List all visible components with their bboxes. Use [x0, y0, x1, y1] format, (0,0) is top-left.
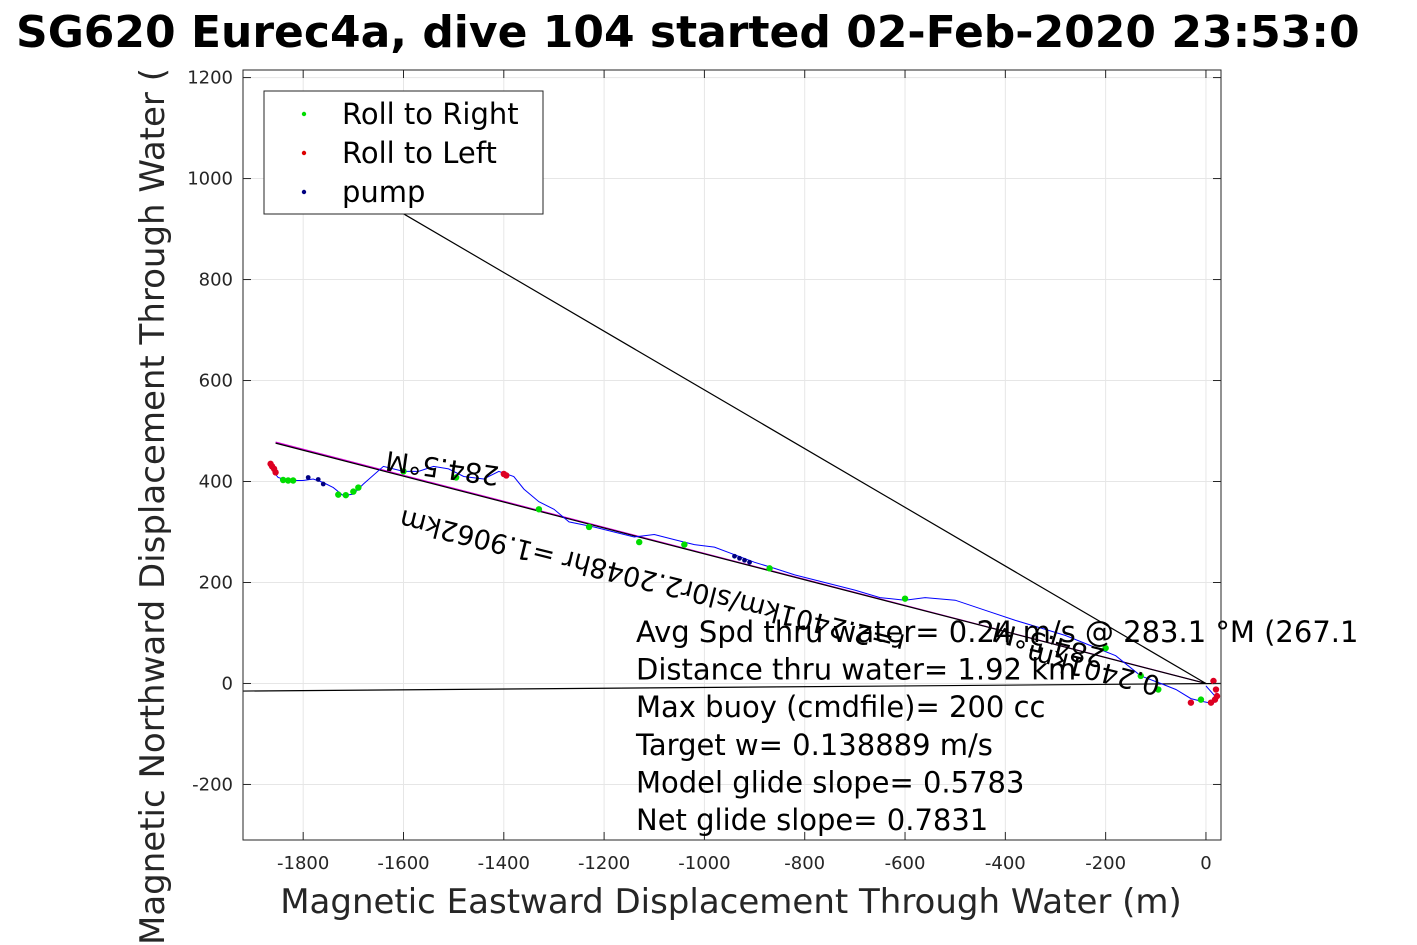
reference-lines: [243, 178, 1221, 692]
point-roll-right: [284, 477, 292, 484]
point-pump: [305, 475, 311, 480]
point-roll-right: [452, 474, 460, 481]
point-roll-right: [535, 506, 543, 513]
ticks: -1800 -1600 -1400 -1200 -1000 -800 -600 -400 -20…: [187, 68, 1221, 874]
plot-frame: [242, 69, 1222, 841]
legend-marker: [301, 150, 307, 156]
point-roll-left: [1207, 699, 1215, 706]
x-axis-label: Magnetic Eastward Displacement Through W…: [280, 882, 1182, 922]
point-pump: [747, 559, 752, 565]
point-roll-right: [279, 476, 287, 484]
y-tick-label: 1000: [187, 169, 233, 190]
point-roll-left: [503, 472, 510, 479]
chart-title: SG620 Eurec4a, dive 104 started 02-Feb-2…: [16, 7, 1360, 58]
y-axis-label: Magnetic Northward Displacement Through …: [133, 68, 173, 945]
legend-label: Roll to Right: [342, 97, 519, 131]
legend-box: [263, 90, 544, 215]
stat-line: Model glide slope= 0.5783: [636, 765, 1024, 799]
y-tick-label: 0: [222, 673, 233, 694]
point-pump: [315, 477, 321, 482]
point-roll-right: [681, 541, 688, 548]
reference-line-black-horizontal: [243, 682, 1221, 692]
legend-marker: [301, 111, 307, 117]
point-roll-right: [766, 565, 773, 572]
point-roll-left: [1210, 677, 1217, 685]
point-pump: [737, 555, 742, 561]
point-pump: [742, 557, 747, 563]
y-tick-label: 800: [199, 270, 233, 291]
point-roll-right: [355, 484, 362, 491]
x-tick-label: -600: [885, 853, 926, 874]
stat-line: Max buoy (cmdfile)= 200 cc: [636, 690, 1045, 724]
reference-line-black-parallel: [275, 442, 1207, 685]
point-roll-left: [272, 469, 279, 476]
y-tick-label: -200: [192, 774, 233, 795]
x-tick-label: 0: [1200, 853, 1211, 874]
stat-line: Distance thru water= 1.92 km: [636, 653, 1076, 687]
point-roll-right: [1197, 696, 1205, 703]
x-tick-label: -1600: [377, 853, 429, 874]
legend-marker: [301, 189, 307, 195]
markers-layer: [267, 460, 1221, 706]
stat-line: Net glide slope= 0.7831: [636, 803, 988, 837]
point-roll-right: [636, 538, 643, 546]
point-roll-right: [1102, 644, 1109, 652]
point-roll-left: [1187, 699, 1195, 706]
x-tick-label: -200: [1085, 853, 1126, 874]
point-pump: [732, 553, 737, 559]
point-roll-right: [335, 491, 342, 498]
point-roll-left: [1212, 686, 1220, 693]
point-roll-right: [1137, 672, 1144, 680]
x-tick-label: -400: [985, 853, 1026, 874]
point-roll-right: [289, 477, 297, 484]
reference-line-black-upper: [343, 178, 1207, 684]
y-tick-label: 400: [199, 472, 233, 493]
point-pump: [320, 481, 326, 487]
y-tick-label: 200: [199, 572, 233, 593]
x-tick-label: -1800: [277, 853, 329, 874]
point-roll-right: [1155, 686, 1162, 693]
point-roll-right: [585, 523, 593, 531]
x-tick-label: -1200: [578, 853, 630, 874]
legend-label: pump: [342, 175, 425, 209]
x-tick-label: -1000: [678, 853, 730, 874]
stat-line: Target w= 0.138889 m/s: [635, 728, 993, 762]
legend-label: Roll to Left: [342, 136, 497, 170]
stat-line: Avg Spd thru water= 0.24 m/s @ 283.1 °M …: [636, 615, 1358, 649]
point-roll-right: [901, 595, 909, 602]
point-roll-right: [342, 491, 350, 499]
stats-block: Avg Spd thru water= 0.24 m/s @ 283.1 °M …: [635, 615, 1358, 837]
x-tick-label: -800: [784, 853, 825, 874]
y-tick-label: 600: [199, 371, 233, 392]
x-tick-label: -1400: [478, 853, 530, 874]
point-roll-right: [400, 468, 407, 475]
legend: Roll to Right Roll to Left pump: [263, 90, 544, 215]
point-roll-right: [350, 488, 357, 495]
y-tick-label: 1200: [187, 68, 233, 89]
